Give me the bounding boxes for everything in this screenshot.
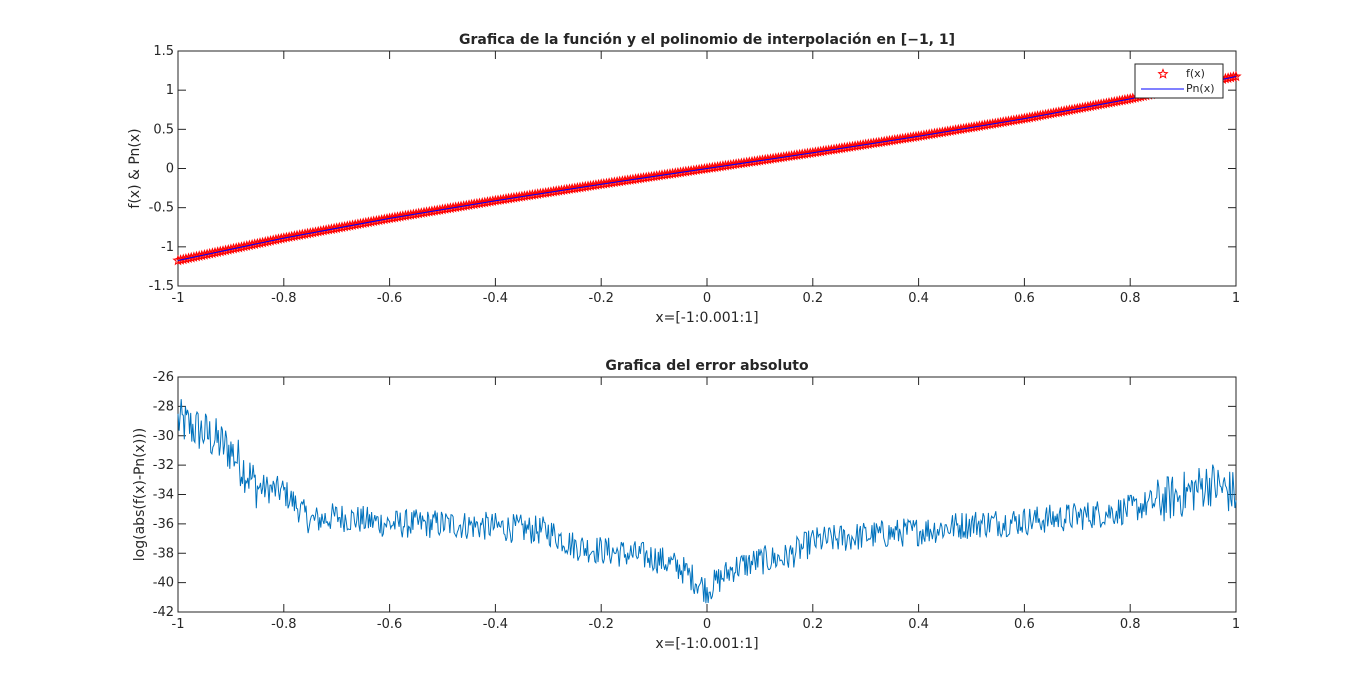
- error-plot-x-tick-label: -1: [172, 617, 185, 632]
- error-plot: Grafica del error absoluto x=[-1:0.001:1…: [132, 358, 1240, 652]
- error-plot-y-tick-label: -28: [153, 399, 174, 414]
- function-plot-y-tick-label: -1.5: [149, 279, 174, 294]
- legend-star-icon: [1157, 68, 1169, 79]
- series-pnx-line: [177, 76, 1237, 261]
- function-plot-title: Grafica de la función y el polinomio de …: [459, 32, 955, 48]
- error-plot-x-tick-label: 0.6: [1014, 617, 1035, 632]
- error-plot-y-tick-label: -30: [153, 429, 174, 444]
- error-plot-ticks: -1 -0.8 -0.6 -0.4 -0.2 0 0.2 0.4 0.6 0.8 1 -42 -40 -3…: [153, 370, 1240, 632]
- function-plot-x-tick-label: 0.4: [908, 291, 929, 306]
- function-plot-y-tick-label: -0.5: [149, 201, 174, 216]
- fx-star-marker: [1230, 70, 1242, 82]
- error-plot-marks: [177, 399, 1237, 604]
- error-plot-y-label: log(abs(f(x)-Pn(x))): [132, 428, 148, 561]
- error-plot-x-tick-label: 0: [703, 617, 711, 632]
- error-plot-x-label: x=[-1:0.001:1]: [655, 636, 758, 652]
- function-plot-x-tick-label: 1: [1232, 291, 1240, 306]
- error-plot-x-tick-label: 1: [1232, 617, 1240, 632]
- function-plot-y-tick-label: 0: [166, 162, 174, 177]
- function-plot-x-tick-label: 0.8: [1120, 291, 1141, 306]
- error-plot-y-tick-label: -42: [153, 605, 174, 620]
- function-plot-y-tick-label: 0.5: [153, 122, 174, 137]
- function-plot-y-tick-label: 1: [166, 83, 174, 98]
- legend-label-fx: f(x): [1186, 67, 1205, 80]
- error-plot-y-tick-label: -26: [153, 370, 174, 385]
- function-plot: Grafica de la función y el polinomio de …: [127, 32, 1242, 326]
- error-plot-x-tick-label: -0.6: [377, 617, 402, 632]
- error-plot-y-tick-label: -32: [153, 458, 174, 473]
- function-plot-x-tick-label: -1: [172, 291, 185, 306]
- error-plot-x-tick-label: 0.4: [908, 617, 929, 632]
- error-plot-x-tick-label: 0.8: [1120, 617, 1141, 632]
- function-plot-x-tick-label: 0: [703, 291, 711, 306]
- error-plot-x-tick-label: -0.2: [589, 617, 614, 632]
- function-plot-x-tick-label: 0.2: [802, 291, 823, 306]
- function-plot-x-tick-label: -0.8: [271, 291, 296, 306]
- error-plot-x-tick-label: -0.4: [483, 617, 508, 632]
- error-plot-y-tick-label: -40: [153, 576, 174, 591]
- function-plot-y-tick-label: 1.5: [153, 44, 174, 59]
- function-plot-x-tick-label: -0.6: [377, 291, 402, 306]
- error-plot-x-tick-label: -0.8: [271, 617, 296, 632]
- series-error-line: [177, 399, 1237, 604]
- function-plot-y-label: f(x) & Pn(x): [127, 128, 143, 208]
- legend-label-pnx: Pn(x): [1186, 82, 1215, 95]
- error-plot-x-tick-label: 0.2: [802, 617, 823, 632]
- function-plot-y-tick-label: -1: [161, 240, 174, 255]
- error-plot-y-tick-label: -36: [153, 517, 174, 532]
- error-plot-title: Grafica del error absoluto: [605, 358, 809, 374]
- function-plot-legend: f(x) Pn(x): [1134, 63, 1224, 99]
- function-plot-ticks: -1 -0.8 -0.6 -0.4 -0.2 0 0.2 0.4 0.6 0.8 1-1.5-1-0…: [149, 44, 1241, 306]
- function-plot-x-tick-label: -0.4: [483, 291, 508, 306]
- error-plot-y-tick-label: -34: [153, 488, 174, 503]
- function-plot-x-tick-label: -0.2: [589, 291, 614, 306]
- function-plot-x-tick-label: 0.6: [1014, 291, 1035, 306]
- error-plot-y-tick-label: -38: [153, 546, 174, 561]
- function-plot-x-label: x=[-1:0.001:1]: [655, 310, 758, 326]
